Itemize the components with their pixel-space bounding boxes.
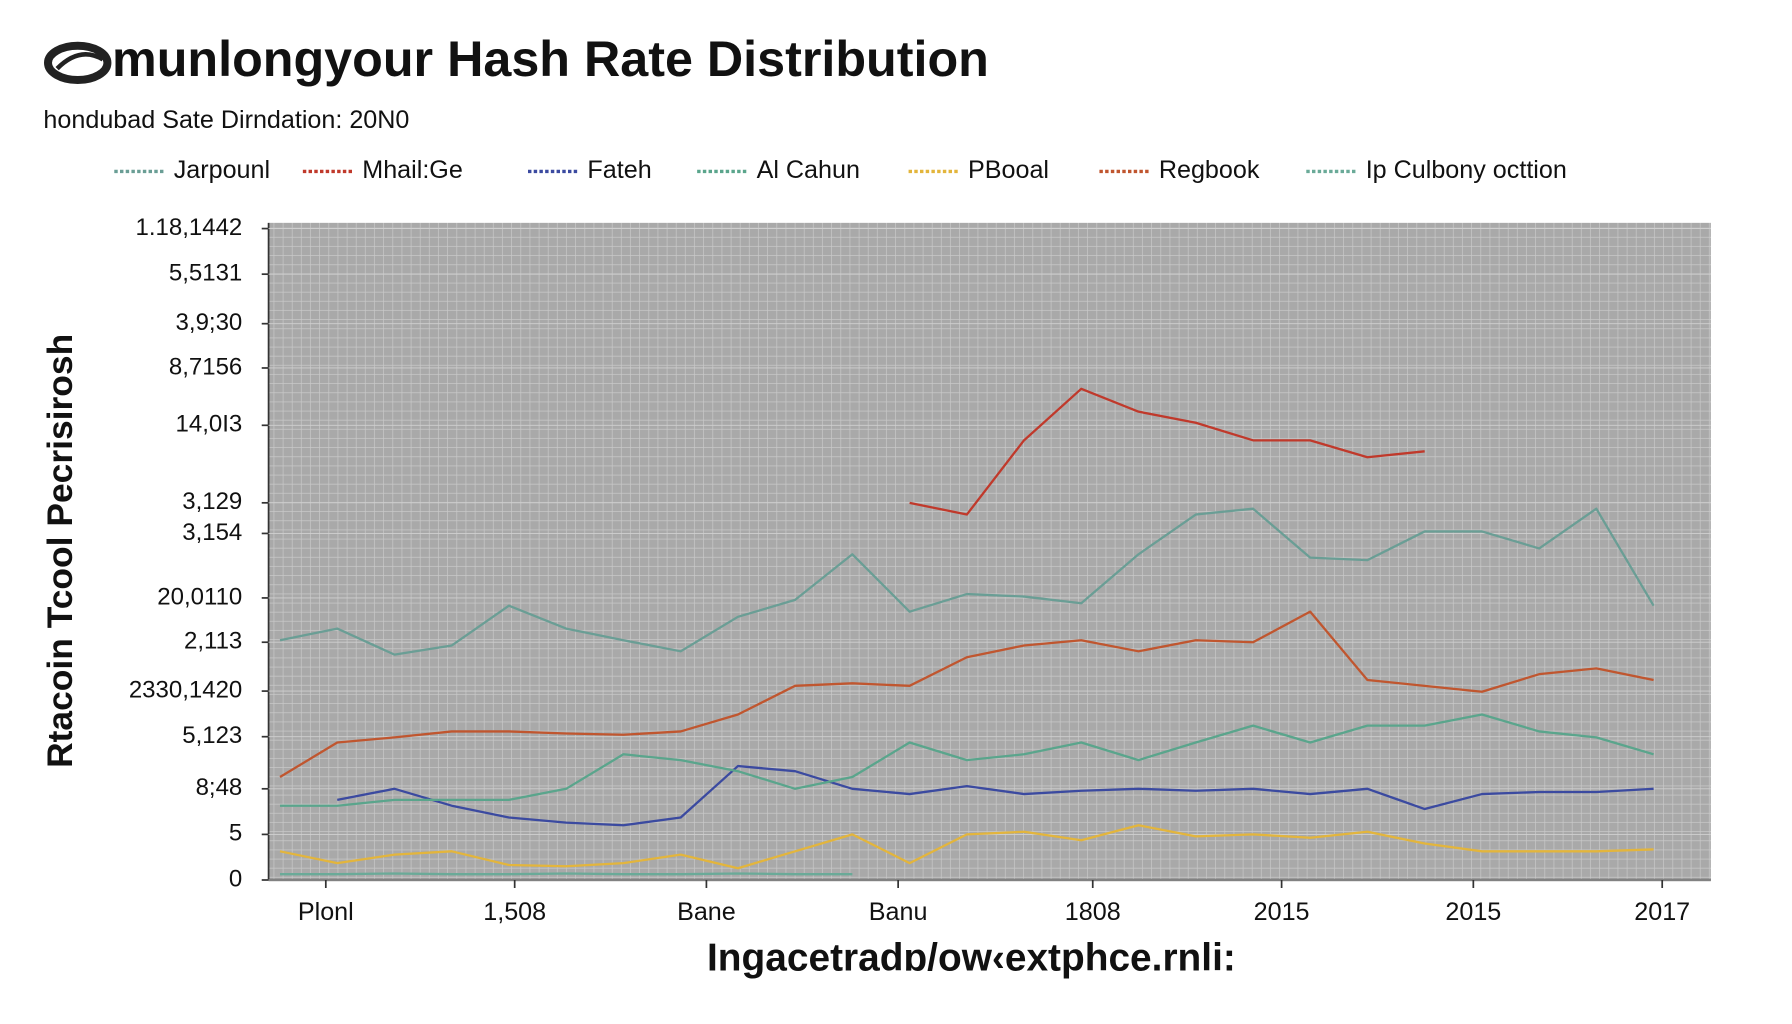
- x-tick-label: 1,508: [483, 898, 546, 926]
- legend-label: Al Cahun: [757, 156, 860, 184]
- plot-area: [268, 222, 1711, 880]
- legend-label: Fateh: [587, 156, 651, 184]
- series-line: [279, 824, 1654, 870]
- x-tick-label: 1808: [1065, 898, 1121, 926]
- x-tick-label: 2015: [1445, 898, 1501, 926]
- y-tick-label: 8;48: [196, 774, 243, 801]
- y-tick-label: 0: [229, 865, 242, 892]
- chart-title: munlongyour Hash Rate Distribution: [112, 30, 989, 87]
- x-tick-label: Banu: [869, 898, 928, 926]
- y-tick-label: 3,129: [182, 488, 242, 515]
- y-tick-label: 5,123: [182, 722, 242, 749]
- series-line: [280, 713, 1654, 807]
- y-tick-label: 14,0I3: [176, 411, 243, 438]
- y-tick-label: 2,113: [184, 628, 242, 655]
- logo: [44, 41, 112, 84]
- y-tick-label: 3,154: [182, 519, 242, 546]
- legend-label: Jarpounl: [174, 156, 270, 184]
- y-tick-label: 8,7156: [169, 353, 242, 380]
- series-line: [337, 764, 1654, 827]
- legend-label: Regbook: [1159, 156, 1260, 184]
- chart-subtitle: hondubad Sate Dirndation: 20N0: [43, 106, 409, 134]
- y-tick-label: 1.18,1442: [136, 214, 243, 241]
- legend-label: Mhail:Ge: [362, 156, 463, 184]
- x-tick-label: 2017: [1634, 898, 1690, 926]
- series-line: [280, 872, 853, 876]
- y-tick-label: 3,9;30: [176, 309, 243, 336]
- y-tick-label: 2330,1420: [129, 676, 242, 703]
- x-axis-label: Ingacetradɒ/ow‹extphce.rnli:: [707, 936, 1236, 979]
- y-tick-label: 20,0110: [157, 583, 242, 610]
- y-tick-label: 5,5131: [169, 260, 242, 287]
- x-tick-label: 2015: [1254, 898, 1310, 926]
- legend-label: PBooal: [968, 156, 1049, 184]
- x-tick-label: Plonl: [298, 898, 354, 926]
- legend-label: Ip Culbony octtion: [1366, 156, 1567, 184]
- series-line: [909, 387, 1425, 516]
- x-tick-label: Bane: [677, 898, 736, 926]
- y-axis-label: Rtacoin Tcool Pecrisirosh: [40, 334, 80, 768]
- y-tick-label: 5: [229, 820, 242, 847]
- series-line: [279, 610, 1654, 779]
- series-line: [279, 507, 1655, 656]
